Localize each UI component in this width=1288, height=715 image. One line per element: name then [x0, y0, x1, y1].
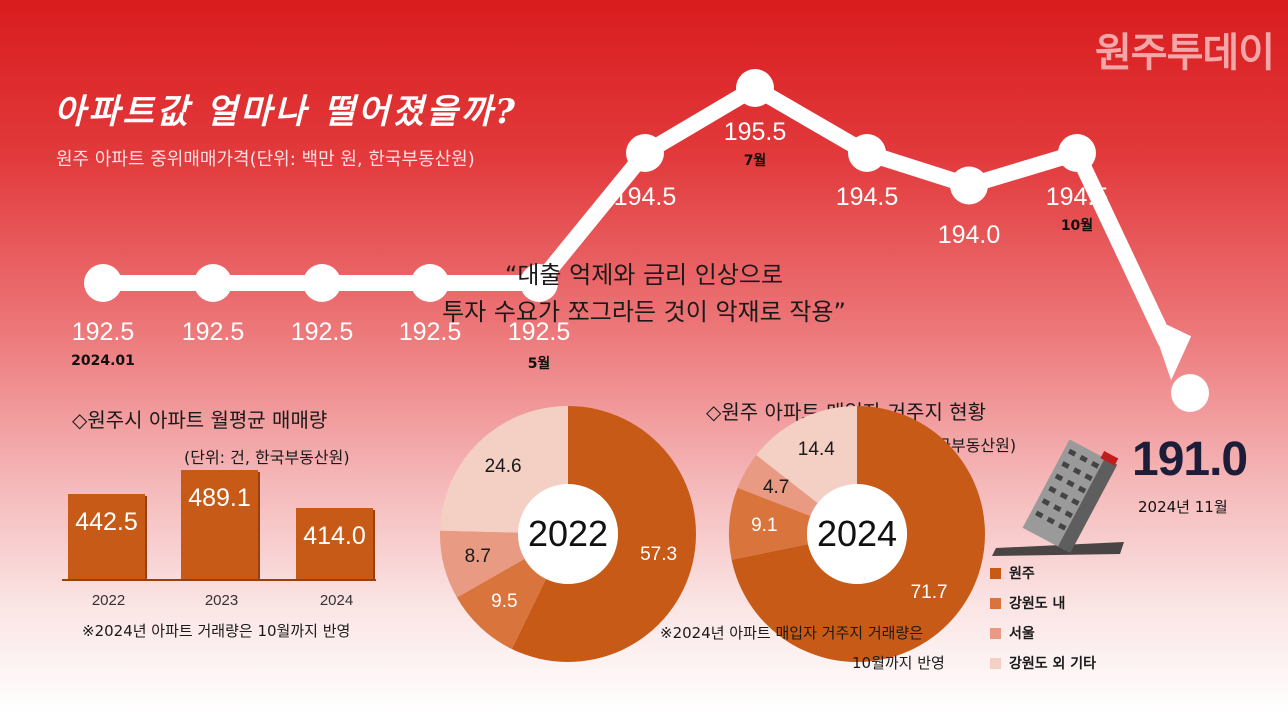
line-point [84, 264, 122, 302]
bar-category-label: 2023 [204, 592, 239, 609]
donut-slice-label: 8.7 [464, 545, 492, 567]
legend-swatch [990, 567, 1001, 579]
line-point [848, 134, 886, 172]
donut-slice-label: 14.4 [797, 439, 835, 461]
legend-item: 강원도 외 기타 [990, 653, 1096, 673]
point-value-label: 194.5 [835, 183, 899, 211]
donut-slice-label: 4.7 [762, 477, 790, 498]
bar: 442.5 [68, 493, 145, 579]
bar-value-label: 414.0 [303, 522, 366, 550]
donut-hole [518, 484, 618, 584]
collapsing-building-illustration [992, 439, 1124, 556]
point-value-label: 192.5 [71, 318, 135, 346]
point-value-label: 192.5 [507, 318, 571, 346]
donut-slice [731, 406, 985, 663]
donut-center-label: 2024 [816, 513, 898, 554]
quote-line-1: “대출 억제와 금리 인상으로 [504, 261, 784, 289]
donut-note-line-1: ※2024년 아파트 매입자 거주지 거래량은 [660, 624, 924, 642]
price-line [95, 80, 1085, 291]
donut-slice [729, 487, 811, 560]
donut-slice-label: 57.3 [640, 543, 678, 565]
donut-note-line-2: 10월까지 반영 [852, 654, 945, 672]
line-chart-subtitle: 원주 아파트 중위매매가격(단위: 백만 원, 한국부동산원) [56, 149, 475, 170]
donut-slice [440, 406, 568, 533]
legend-item: 원주 [990, 563, 1096, 583]
bar-category-label: 2022 [91, 592, 126, 609]
quote-line-2: 투자 수요가 쪼그라든 것이 악재로 작용” [442, 298, 846, 326]
point-date-label: 7월 [743, 153, 767, 169]
bar-baseline [62, 579, 376, 581]
donut-slice [456, 558, 547, 649]
brand-logo: 원주투데이 [1095, 30, 1275, 76]
donut-hole [807, 484, 907, 584]
line-point [1171, 374, 1209, 412]
donut-slice-label: 9.5 [491, 590, 518, 612]
bar-value-label: 442.5 [75, 507, 138, 536]
donut-slice [511, 406, 696, 662]
legend-item: 강원도 내 [990, 593, 1096, 613]
point-value-label: 194.5 [1045, 183, 1109, 211]
line-point [736, 69, 774, 107]
donut-slice-label: 24.6 [484, 456, 522, 478]
bar: 414.0 [296, 508, 373, 579]
line-point [1058, 134, 1096, 172]
legend-label: 서울 [1009, 626, 1035, 642]
latest-price-value: 191.0 [1132, 433, 1248, 486]
legend-swatch [990, 627, 1001, 639]
bar: 489.1 [181, 470, 258, 579]
line-point [626, 134, 664, 172]
point-value-label: 192.5 [181, 318, 245, 346]
point-value-label: 192.5 [290, 318, 354, 346]
legend-label: 강원도 외 기타 [1009, 656, 1097, 672]
point-date-label: 5월 [527, 356, 551, 372]
donut-center-label: 2022 [527, 513, 609, 554]
donut-slice-label: 9.1 [751, 515, 778, 537]
line-point [411, 264, 449, 302]
price-drop-arrow-head [1149, 316, 1192, 381]
donut-slice [756, 406, 857, 504]
legend-swatch [990, 657, 1001, 669]
point-value-label: 195.5 [723, 118, 787, 146]
price-drop-arrow [1069, 145, 1174, 349]
legend-swatch [990, 597, 1001, 609]
point-value-label: 192.5 [398, 318, 462, 346]
legend-label: 강원도 내 [1009, 596, 1066, 612]
page-title: 아파트값 얼마나 떨어졌을까? [54, 92, 518, 132]
line-point [520, 264, 558, 302]
donut-slice-label: 71.7 [910, 581, 948, 603]
line-point [950, 166, 988, 205]
legend-item: 서울 [990, 623, 1096, 643]
point-value-label: 194.0 [937, 220, 1001, 249]
point-date-label: 2024.01 [71, 353, 135, 369]
line-point [303, 264, 341, 302]
bar-chart-title: ◇원주시 아파트 월평균 매매량 [72, 408, 328, 432]
donut-slice [439, 530, 525, 598]
bar-chart-unit: (단위: 건, 한국부동산원) [184, 448, 350, 467]
bar-value-label: 489.1 [188, 484, 251, 513]
latest-price-date: 2024년 11월 [1138, 498, 1228, 516]
point-date-label: 10월 [1060, 218, 1094, 234]
legend-label: 원주 [1009, 566, 1035, 582]
line-point [194, 264, 232, 302]
bar-category-label: 2024 [319, 592, 354, 609]
point-value-label: 194.5 [613, 183, 677, 211]
donut-slice [737, 455, 818, 516]
bar-chart-note: ※2024년 아파트 거래량은 10월까지 반영 [82, 622, 351, 640]
